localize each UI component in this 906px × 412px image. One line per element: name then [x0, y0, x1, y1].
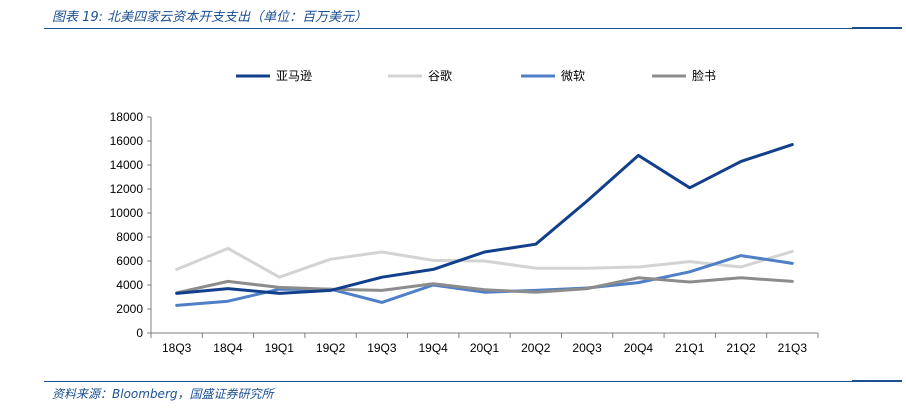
- series-line-1: [175, 246, 794, 279]
- header-rule: [44, 28, 902, 29]
- x-tick-label: 19Q4: [419, 341, 449, 355]
- header-rule-accent: [852, 27, 902, 29]
- x-tick-label: 18Q4: [213, 341, 243, 355]
- figure-title: 图表 19: 北美四家云资本开支支出（单位：百万美元）: [52, 10, 368, 25]
- y-tick-label: 16000: [110, 134, 144, 148]
- y-tick-label: 8000: [116, 230, 143, 244]
- footer-rule: [44, 381, 902, 382]
- y-tick-label: 4000: [116, 278, 143, 292]
- chart-series: [175, 143, 794, 307]
- y-tick-label: 2000: [116, 302, 143, 316]
- legend-label-0: 亚马逊: [276, 69, 312, 83]
- y-tick-label: 14000: [110, 158, 144, 172]
- series-line-2: [175, 254, 794, 307]
- x-tick-label: 21Q1: [675, 341, 705, 355]
- y-tick-label: 6000: [116, 254, 143, 268]
- x-tick-label: 19Q1: [265, 341, 295, 355]
- x-tick-label: 21Q2: [726, 341, 756, 355]
- x-tick-label: 20Q3: [572, 341, 602, 355]
- y-tick-label: 10000: [110, 206, 144, 220]
- x-tick-label: 21Q3: [778, 341, 808, 355]
- x-tick-label: 19Q2: [316, 341, 346, 355]
- footer-rule-accent: [852, 380, 902, 382]
- x-tick-label: 20Q2: [521, 341, 551, 355]
- y-tick-label: 12000: [110, 182, 144, 196]
- chart-legend: 亚马逊 谷歌 微软 脸书: [236, 68, 716, 83]
- source-note: 资料来源：Bloomberg，国盛证券研究所: [52, 387, 274, 401]
- y-tick-label: 0: [136, 326, 143, 340]
- y-tick-label: 18000: [110, 110, 144, 124]
- legend-label-2: 微软: [561, 69, 585, 83]
- chart-axes: 0 2000 4000 6000 8000 10000 12000 14000 16000 180…: [110, 110, 819, 355]
- x-tick-label: 19Q3: [367, 341, 397, 355]
- x-tick-label: 20Q4: [624, 341, 654, 355]
- x-tick-label: 18Q3: [162, 341, 192, 355]
- legend-label-1: 谷歌: [428, 68, 452, 83]
- x-tick-label: 20Q1: [470, 341, 500, 355]
- legend-label-3: 脸书: [692, 69, 716, 83]
- series-line-3: [175, 276, 794, 295]
- series-line-0: [175, 143, 794, 295]
